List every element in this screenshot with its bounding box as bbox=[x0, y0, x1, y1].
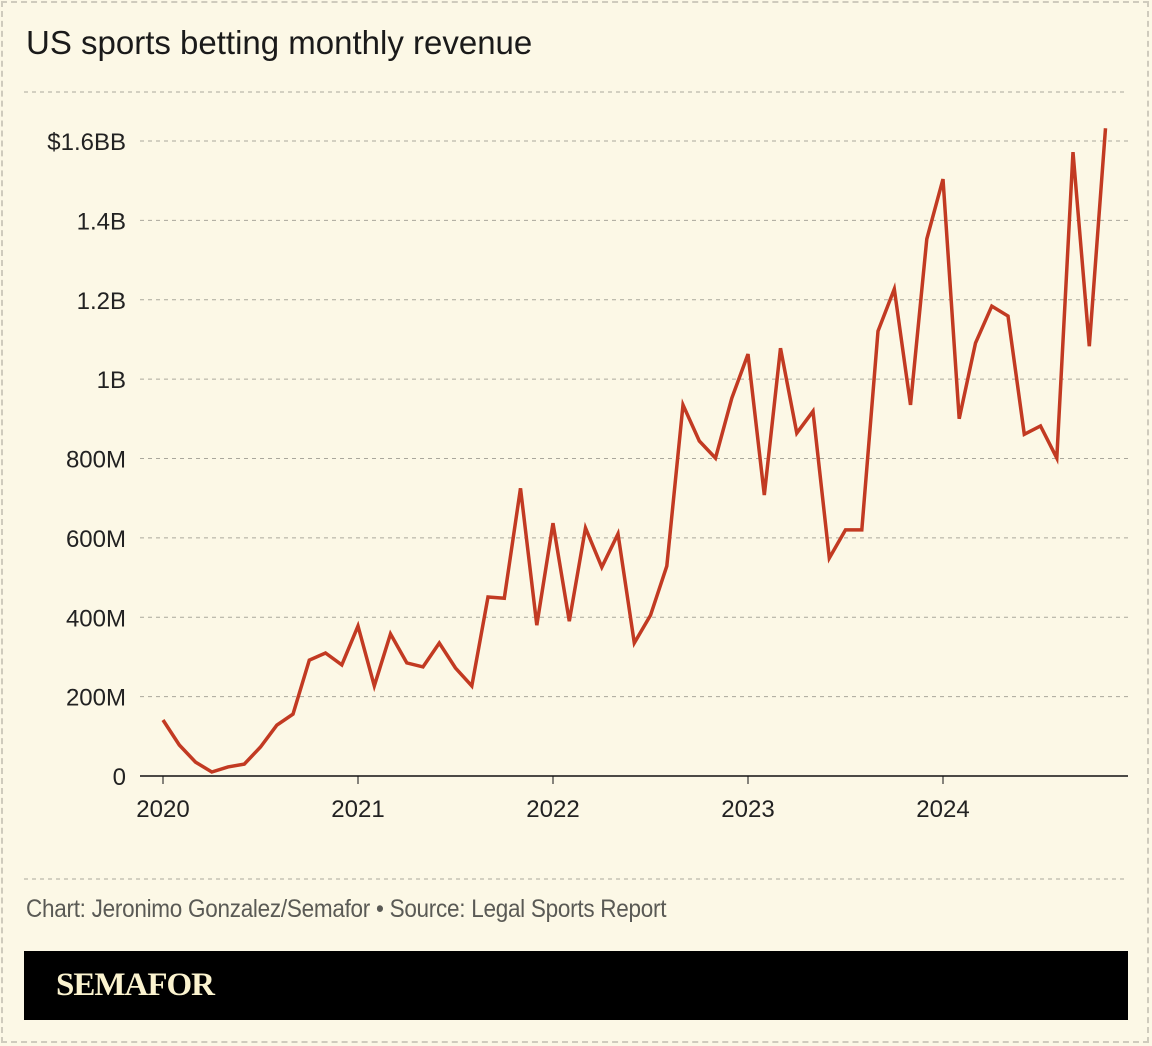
brand-bar: SEMAFOR bbox=[24, 951, 1128, 1020]
y-tick-label: 0 bbox=[113, 764, 126, 791]
x-tick-label: 2022 bbox=[526, 796, 579, 823]
y-tick-label: 600M bbox=[66, 526, 126, 553]
y-tick-label: 1.4B bbox=[77, 208, 126, 235]
y-tick-label: 1B bbox=[97, 367, 126, 394]
x-tick-label: 2024 bbox=[916, 796, 969, 823]
y-tick-label: $1.6BB bbox=[47, 129, 126, 156]
x-tick-label: 2021 bbox=[331, 796, 384, 823]
chart-credit: Chart: Jeronimo Gonzalez/Semafor • Sourc… bbox=[26, 895, 667, 923]
y-tick-label: 800M bbox=[66, 447, 126, 474]
x-tick-label: 2023 bbox=[721, 796, 774, 823]
y-tick-label: 200M bbox=[66, 685, 126, 712]
x-tick-label: 2020 bbox=[136, 796, 189, 823]
chart-title: US sports betting monthly revenue bbox=[26, 24, 533, 61]
semafor-logo: SEMAFOR bbox=[56, 967, 215, 1003]
revenue-line bbox=[161, 128, 1108, 774]
y-tick-label: 1.2B bbox=[77, 288, 126, 315]
y-tick-label: 400M bbox=[66, 605, 126, 632]
